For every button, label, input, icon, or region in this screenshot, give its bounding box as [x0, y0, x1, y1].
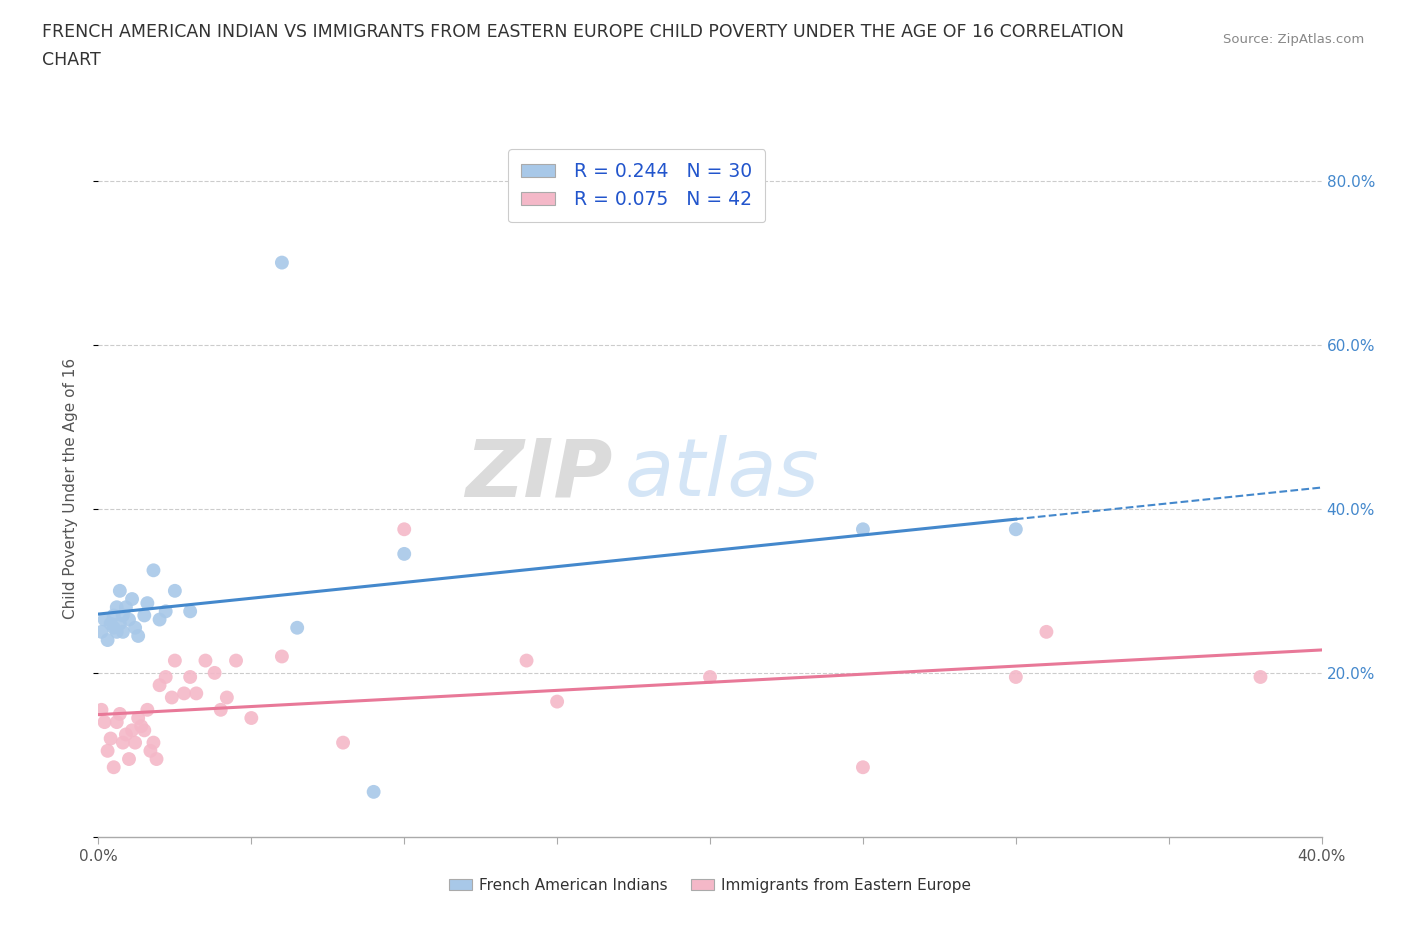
Point [852, 760, 875, 775]
Point [240, 711, 263, 725]
Point [186, 686, 208, 701]
Point [546, 694, 568, 709]
Point [1004, 670, 1026, 684]
Point [155, 670, 177, 684]
Point [392, 522, 416, 537]
Text: CHART: CHART [42, 51, 101, 69]
Point [285, 620, 308, 635]
Point [124, 736, 146, 751]
Point [270, 649, 292, 664]
Point [93, 714, 115, 729]
Point [111, 608, 134, 623]
Point [155, 604, 177, 618]
Point [121, 723, 143, 737]
Point [111, 736, 134, 751]
Point [108, 583, 131, 598]
Text: ZIP: ZIP [465, 435, 612, 513]
Point [173, 686, 195, 701]
Point [332, 736, 354, 751]
Point [108, 617, 131, 631]
Point [134, 608, 156, 623]
Point [179, 670, 201, 684]
Point [225, 653, 247, 668]
Point [103, 620, 125, 635]
Point [127, 629, 149, 644]
Point [194, 653, 217, 668]
Point [105, 600, 128, 615]
Point [1035, 624, 1057, 639]
Point [118, 751, 141, 766]
Point [163, 653, 186, 668]
Point [111, 624, 134, 639]
Point [124, 620, 146, 635]
Point [103, 608, 125, 623]
Point [142, 736, 165, 751]
Point [127, 711, 149, 725]
Point [139, 743, 162, 758]
Legend: French American Indians, Immigrants from Eastern Europe: French American Indians, Immigrants from… [443, 872, 977, 899]
Point [392, 547, 416, 562]
Point [129, 719, 152, 734]
Point [149, 678, 172, 693]
Point [105, 714, 128, 729]
Y-axis label: Child Poverty Under the Age of 16: Child Poverty Under the Age of 16 [63, 358, 77, 618]
Text: Source: ZipAtlas.com: Source: ZipAtlas.com [1223, 33, 1364, 46]
Point [149, 612, 172, 627]
Point [105, 624, 128, 639]
Point [136, 702, 159, 717]
Point [363, 784, 385, 799]
Point [209, 702, 232, 717]
Point [93, 612, 115, 627]
Point [103, 760, 125, 775]
Point [90, 702, 112, 717]
Point [100, 731, 122, 746]
Point [97, 632, 120, 647]
Point [163, 583, 186, 598]
Point [516, 653, 538, 668]
Point [100, 617, 122, 631]
Point [204, 666, 226, 681]
Point [699, 670, 721, 684]
Point [215, 690, 238, 705]
Point [108, 707, 131, 722]
Point [118, 612, 141, 627]
Text: FRENCH AMERICAN INDIAN VS IMMIGRANTS FROM EASTERN EUROPE CHILD POVERTY UNDER THE: FRENCH AMERICAN INDIAN VS IMMIGRANTS FRO… [42, 23, 1125, 41]
Point [121, 591, 143, 606]
Point [136, 596, 159, 611]
Point [90, 624, 112, 639]
Text: atlas: atlas [624, 435, 820, 513]
Point [97, 743, 120, 758]
Point [1004, 522, 1026, 537]
Point [115, 600, 138, 615]
Point [852, 522, 875, 537]
Point [1249, 670, 1271, 684]
Point [160, 690, 183, 705]
Point [115, 727, 138, 742]
Point [179, 604, 201, 618]
Point [134, 723, 156, 737]
Point [270, 255, 292, 270]
Point [142, 563, 165, 578]
Point [145, 751, 167, 766]
